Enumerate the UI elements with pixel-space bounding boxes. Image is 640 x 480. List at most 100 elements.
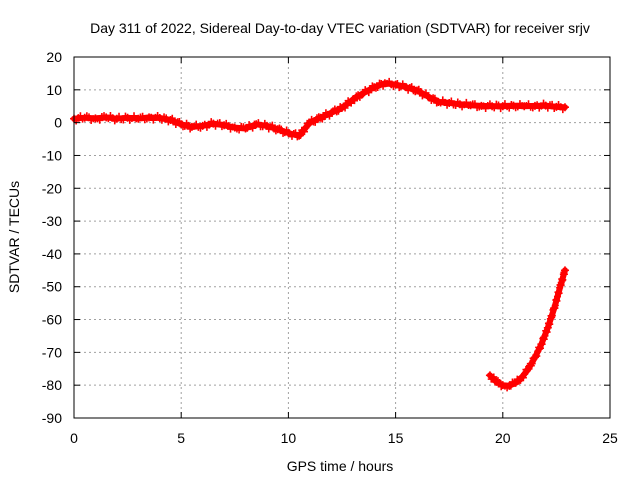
y-tick-label: -80 [42,377,62,393]
data-point [550,104,558,112]
data-point [85,113,93,121]
data-point [250,120,258,128]
data-point [100,112,108,120]
data-point [121,112,129,120]
y-tick-label: 10 [46,82,62,98]
x-tick-label: 5 [177,430,185,446]
data-point [175,117,183,125]
y-tick-label: -70 [42,344,62,360]
x-tick-label: 15 [388,430,404,446]
x-tick-label: 0 [70,430,78,446]
data-point [447,97,455,105]
data-point [523,367,531,375]
data-point [464,102,472,110]
x-tick-label: 25 [602,430,618,446]
data-point [486,100,494,108]
x-tick-label: 10 [281,430,297,446]
data-point [401,82,409,90]
data-point [389,83,397,91]
data-point [548,100,556,108]
data-point [510,379,518,387]
data-point [303,119,311,127]
data-point [408,83,416,91]
data-point [261,119,269,127]
data-point [249,124,257,132]
data-point [184,121,192,129]
data-point [254,119,262,127]
data-point [422,89,430,97]
data-point [235,126,243,134]
x-tick-label: 20 [495,430,511,446]
data-point [490,104,498,112]
data-point [277,125,285,133]
data-point [334,107,342,115]
data-point [205,121,213,129]
x-axis-label: GPS time / hours [287,458,394,474]
data-point [443,101,451,109]
plot-frame [73,56,611,419]
data-point [503,384,511,392]
y-tick-label: 20 [46,49,62,65]
data-point [311,118,319,126]
data-point [341,104,349,112]
data-point [186,125,194,133]
y-tick-label: 0 [54,115,62,131]
data-point [296,131,304,139]
data-point [505,104,513,112]
data-point [495,101,503,109]
data-point [543,328,551,336]
y-tick-label: -20 [42,180,62,196]
data-point [162,114,170,122]
data-point [496,378,504,386]
data-series [70,77,569,392]
y-tick-label: -10 [42,147,62,163]
data-point [417,88,425,96]
data-point [154,112,162,120]
data-point [300,128,308,136]
data-point [168,114,176,122]
y-tick-label: -40 [42,246,62,262]
data-point [471,100,479,108]
series-1 [70,77,569,141]
data-point [490,373,498,381]
data-point [325,112,333,120]
y-tick-label: -50 [42,279,62,295]
data-point [305,121,312,129]
data-point [218,123,226,131]
series-2 [485,266,569,392]
grid-lines [74,57,610,418]
data-point [229,123,237,131]
data-point [507,100,515,108]
data-point [119,116,127,124]
data-point [111,117,119,125]
data-point [559,106,567,114]
data-point [272,127,280,135]
data-point [529,104,537,112]
data-point [497,105,505,113]
y-tick-label: -60 [42,312,62,328]
data-point [540,99,548,107]
data-point [533,352,541,360]
data-point [379,82,387,90]
data-point [560,270,568,278]
data-point [132,115,140,123]
data-point [351,97,359,105]
data-point [519,374,527,382]
data-point [292,129,300,137]
data-point [358,91,366,99]
data-point [454,98,462,106]
data-point [79,115,87,123]
y-axis-label: SDTVAR / TECUs [6,181,22,293]
data-point [475,103,483,111]
y-tick-label: -90 [42,410,62,426]
y-tick-label: -30 [42,213,62,229]
data-point [196,124,204,132]
data-point [536,344,544,352]
chart-title: Day 311 of 2022, Sidereal Day-to-day VTE… [90,20,590,36]
data-point [528,360,536,368]
data-point [525,100,533,108]
data-point [368,82,376,90]
data-point [96,116,104,124]
data-point [522,366,530,374]
data-point [365,89,373,97]
